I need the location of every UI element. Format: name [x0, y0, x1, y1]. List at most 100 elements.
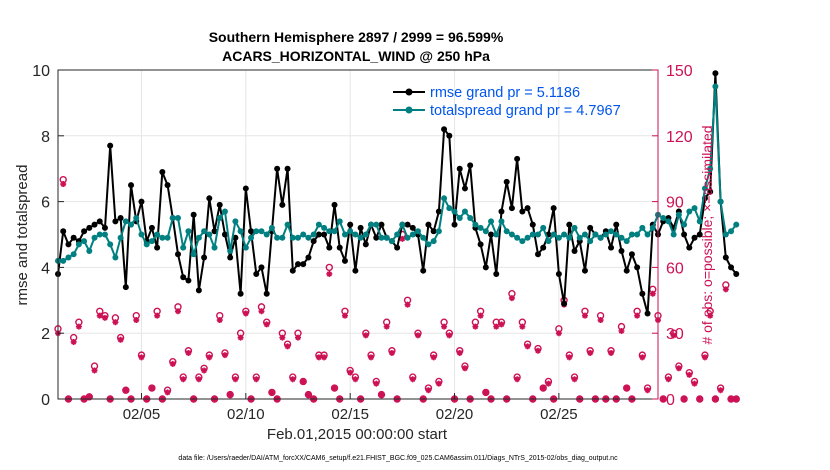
obs-assimilated-point	[435, 380, 442, 387]
rmse-point	[96, 218, 103, 225]
rmse-point	[248, 228, 255, 235]
obs-assimilated-point	[70, 338, 77, 345]
spread-point	[670, 231, 677, 238]
spread-point	[347, 228, 354, 235]
rmse-point	[482, 264, 489, 271]
spread-point	[388, 238, 395, 245]
rmse-point	[430, 228, 437, 235]
y-right-tick-label: 150	[666, 63, 693, 80]
y-right-tick-label: 30	[666, 326, 684, 343]
legend: rmse grand pr = 5.1186 totalspread grand…	[393, 85, 621, 119]
obs-assimilated-point	[169, 360, 176, 367]
spread-point	[415, 228, 421, 235]
spread-point	[201, 228, 208, 235]
spread-point	[467, 215, 474, 222]
rmse-point	[618, 247, 625, 254]
obs-assimilated-point	[634, 312, 641, 319]
spread-point	[675, 211, 682, 218]
rmse-point	[315, 231, 322, 238]
rmse-point	[305, 254, 312, 261]
obs-assimilated-point	[415, 332, 421, 339]
spread-point	[493, 231, 500, 238]
obs-assimilated-point	[441, 323, 448, 330]
spread-point	[289, 234, 296, 241]
spread-point	[540, 224, 547, 231]
spread-point	[597, 234, 604, 241]
rmse-point	[519, 208, 526, 215]
x-tick-label: 02/25	[540, 406, 578, 423]
obs-assimilated-point	[258, 308, 265, 315]
spread-point	[91, 234, 98, 241]
spread-point	[535, 231, 541, 238]
rmse-point	[331, 201, 338, 208]
obs-assimilated-point	[456, 349, 463, 356]
spread-point	[712, 83, 719, 90]
obs-possible-point	[325, 263, 334, 272]
rmse-point	[571, 247, 578, 254]
obs-assimilated-point	[493, 323, 500, 330]
obs-assimilated-point	[681, 396, 688, 402]
rmse-point	[691, 234, 698, 241]
obs-assimilated-point	[649, 290, 656, 297]
spread-point	[60, 257, 67, 264]
spread-point	[649, 224, 656, 231]
rmse-point	[60, 228, 67, 235]
rmse-point	[211, 228, 218, 235]
spread-point	[519, 238, 526, 245]
spread-point	[691, 205, 698, 212]
obs-assimilated-point	[430, 354, 437, 361]
obs-assimilated-point	[242, 310, 249, 317]
rmse-point	[425, 221, 432, 228]
spread-point	[368, 221, 375, 228]
spread-point	[362, 231, 369, 238]
chart-title: Southern Hemisphere 2897 / 2999 = 96.599…	[209, 29, 504, 45]
spread-point	[425, 241, 432, 248]
obs-assimilated-point	[461, 365, 468, 372]
spread-point	[717, 198, 724, 205]
spread-point	[117, 234, 124, 241]
spread-point	[326, 228, 333, 235]
chart-subtitle: ACARS_HORIZONTAL_WIND @ 250 hPa	[222, 48, 490, 64]
obs-assimilated-point	[571, 376, 578, 383]
rmse-point	[508, 205, 515, 212]
rmse-point	[628, 251, 635, 258]
obs-assimilated-point	[707, 312, 714, 319]
spread-point	[634, 231, 641, 238]
spread-point	[122, 218, 129, 225]
spread-point	[488, 218, 495, 225]
rmse-point	[310, 238, 317, 245]
obs-assimilated-point	[608, 349, 615, 356]
spread-point	[321, 224, 328, 231]
obs-assimilated-point	[425, 387, 432, 394]
spread-point	[681, 221, 688, 228]
obs-assimilated-point	[508, 295, 515, 302]
rmse-point	[696, 231, 703, 238]
spread-point	[701, 185, 708, 192]
spread-point	[472, 221, 479, 228]
obs-assimilated-point	[326, 270, 333, 277]
spread-point	[341, 231, 348, 238]
legend-marker-spread	[405, 106, 413, 114]
rmse-point	[336, 244, 343, 251]
y-tick-label: 8	[41, 129, 50, 146]
y-right-tick-label: 90	[666, 195, 684, 212]
rmse-point	[70, 234, 77, 241]
spread-point	[96, 231, 103, 238]
obs-assimilated-point	[362, 332, 369, 339]
obs-assimilated-point	[164, 389, 171, 396]
rmse-point	[295, 261, 301, 268]
rmse-point	[107, 142, 114, 149]
spread-point	[70, 251, 77, 258]
spread-point	[571, 224, 578, 231]
spread-point	[310, 231, 317, 238]
rmse-point	[681, 231, 688, 238]
rmse-point	[540, 244, 547, 251]
obs-assimilated-point	[409, 376, 416, 383]
rmse-point	[608, 244, 615, 251]
spread-point	[555, 234, 562, 241]
obs-assimilated-point	[696, 396, 703, 402]
line-series	[55, 70, 740, 317]
spread-point	[180, 244, 187, 251]
spread-point	[143, 241, 150, 248]
spread-point	[305, 234, 312, 241]
